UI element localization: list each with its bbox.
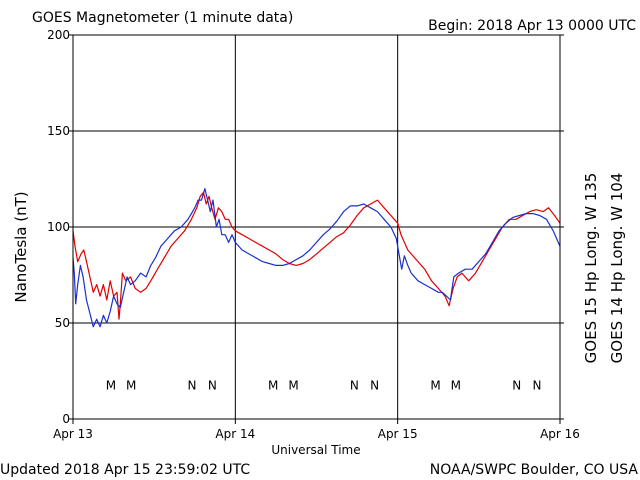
event-marker-n: N [370,378,379,392]
legend-goes14: GOES 14 Hp Long. W 104 [608,173,626,364]
y-tick-label: 200 [47,28,70,42]
x-tick-label: Apr 15 [378,427,418,441]
event-marker-n: N [350,378,359,392]
x-axis-label: Universal Time [271,443,360,457]
goes15-line [72,191,561,320]
y-axis-ticks: 0 50 100 150 200 [47,28,564,426]
event-marker-n: N [188,378,197,392]
y-tick-label: 50 [55,316,70,330]
event-marker-m: M [268,378,278,392]
y-tick-label: 150 [47,124,70,138]
goes14-line [72,188,561,328]
y-tick-label: 100 [47,220,70,234]
event-marker-n: N [533,378,542,392]
chart-title: GOES Magnetometer (1 minute data) [32,10,293,26]
grid [73,35,560,419]
event-marker-m: M [288,378,298,392]
event-marker-m: M [126,378,136,392]
x-tick-label: Apr 13 [53,427,93,441]
event-marker-n: N [208,378,217,392]
begin-time: Begin: 2018 Apr 13 0000 UTC [428,18,636,34]
event-marker-m: M [451,378,461,392]
event-marker-n: N [512,378,521,392]
event-marker-m: M [430,378,440,392]
source-credit: NOAA/SWPC Boulder, CO USA [430,462,639,478]
y-axis-label: NanoTesla (nT) [12,191,30,302]
series-lines [72,188,561,328]
x-tick-label: Apr 14 [215,427,255,441]
legend-goes15: GOES 15 Hp Long. W 135 [582,173,600,364]
updated-timestamp: Updated 2018 Apr 15 23:59:02 UTC [0,462,250,478]
x-axis-ticks: Apr 13 Apr 14 Apr 15 Apr 16 [53,419,580,441]
event-marker-m: M [106,378,116,392]
x-tick-label: Apr 16 [540,427,580,441]
y-tick-label: 0 [62,412,70,426]
